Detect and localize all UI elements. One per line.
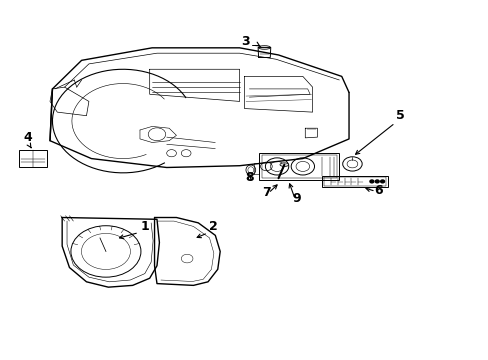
Text: 5: 5 [395,109,404,122]
Bar [20,150,46,167]
Circle shape [374,180,378,183]
Text: 1: 1 [140,220,149,233]
Text: 6: 6 [373,184,382,197]
Ellipse shape [280,163,288,166]
Text: 4: 4 [24,131,32,144]
Text: 3: 3 [240,35,249,48]
Bar [261,155,336,178]
Text: 8: 8 [244,171,253,184]
Text: 7: 7 [262,186,271,199]
Ellipse shape [258,46,270,49]
Text: 9: 9 [292,192,300,205]
Bar [322,176,387,187]
Circle shape [380,180,384,183]
Circle shape [369,180,373,183]
Bar [259,153,339,180]
Bar [324,177,385,186]
Text: 2: 2 [208,220,217,233]
